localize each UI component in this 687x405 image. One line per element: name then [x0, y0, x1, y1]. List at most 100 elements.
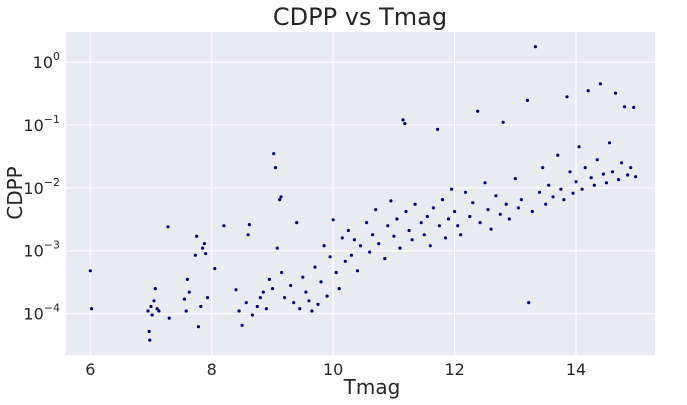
data-point [204, 252, 208, 256]
data-point [246, 233, 250, 237]
data-point [446, 217, 451, 221]
data-point [577, 145, 581, 149]
data-point [456, 224, 460, 228]
data-point [307, 299, 311, 303]
data-point [295, 221, 299, 225]
data-point [201, 246, 205, 250]
data-point [459, 233, 463, 237]
data-point [513, 177, 517, 181]
data-point [146, 309, 150, 313]
data-point [398, 246, 402, 250]
data-point [419, 221, 423, 225]
data-point [530, 209, 534, 214]
data-point [346, 228, 350, 233]
data-point [483, 181, 487, 185]
data-point [604, 181, 609, 185]
data-point [571, 191, 575, 195]
data-point [261, 290, 265, 294]
data-point [428, 244, 432, 248]
data-point [626, 173, 630, 177]
data-point [184, 309, 188, 313]
data-point [565, 95, 569, 99]
data-point [272, 152, 276, 156]
data-point [601, 172, 606, 176]
data-point [237, 309, 241, 313]
data-point [440, 198, 445, 202]
data-point [328, 255, 332, 259]
data-point [501, 120, 505, 124]
data-point [386, 224, 390, 228]
data-point [436, 127, 440, 131]
data-point [196, 325, 200, 329]
data-point [489, 227, 493, 231]
data-point [166, 225, 170, 229]
data-point [610, 170, 615, 174]
data-point [410, 238, 414, 242]
data-point [494, 194, 498, 198]
x-tick-labels: 6 8 10 12 14 [85, 360, 586, 379]
data-point [213, 267, 217, 271]
data-point [247, 223, 251, 227]
data-point [153, 287, 157, 291]
data-point [443, 236, 448, 240]
data-point [88, 269, 92, 273]
data-point [292, 301, 296, 305]
data-point [401, 118, 405, 122]
data-point [431, 206, 435, 210]
data-point [195, 234, 199, 238]
data-point [533, 45, 538, 49]
data-point [187, 290, 191, 294]
data-point [516, 206, 521, 210]
data-point [598, 82, 603, 86]
x-axis-label: Tmag [343, 375, 401, 399]
data-point [559, 187, 563, 191]
data-point [244, 301, 248, 305]
data-point [486, 208, 490, 212]
data-point [148, 338, 152, 342]
data-point [463, 190, 468, 194]
data-point [155, 307, 159, 311]
data-point [147, 329, 151, 334]
x-tick-label: 12 [444, 360, 464, 379]
data-point [319, 280, 323, 284]
data-point [289, 283, 293, 288]
data-point [283, 296, 287, 300]
data-point [264, 307, 268, 311]
data-point [437, 224, 441, 228]
data-point [150, 313, 154, 317]
data-point [152, 299, 156, 303]
data-point [310, 309, 314, 313]
data-point [304, 290, 308, 294]
data-point [234, 288, 238, 292]
data-point [623, 105, 627, 109]
data-point [331, 218, 335, 222]
data-point [377, 242, 381, 246]
data-point [478, 221, 482, 225]
data-point [270, 287, 275, 291]
data-point [632, 105, 636, 109]
data-point [298, 307, 302, 311]
data-point [157, 309, 161, 313]
data-point [258, 296, 262, 300]
data-point [89, 307, 94, 311]
data-point [250, 313, 254, 317]
data-point [371, 233, 375, 237]
data-point [193, 253, 197, 257]
data-point [255, 304, 259, 309]
data-point [556, 153, 560, 157]
data-point [592, 183, 596, 187]
data-point [471, 201, 475, 205]
data-points [88, 45, 638, 342]
data-point [613, 91, 618, 95]
data-point [574, 180, 578, 184]
grid-lines [66, 32, 655, 355]
x-tick-label: 14 [566, 360, 586, 379]
data-point [383, 257, 387, 261]
data-point [313, 265, 317, 269]
y-tick-label: 10−3 [23, 239, 60, 261]
y-axis-label: CDPP [3, 166, 27, 220]
data-point [634, 175, 638, 179]
data-point [413, 202, 417, 206]
data-point [551, 195, 555, 199]
